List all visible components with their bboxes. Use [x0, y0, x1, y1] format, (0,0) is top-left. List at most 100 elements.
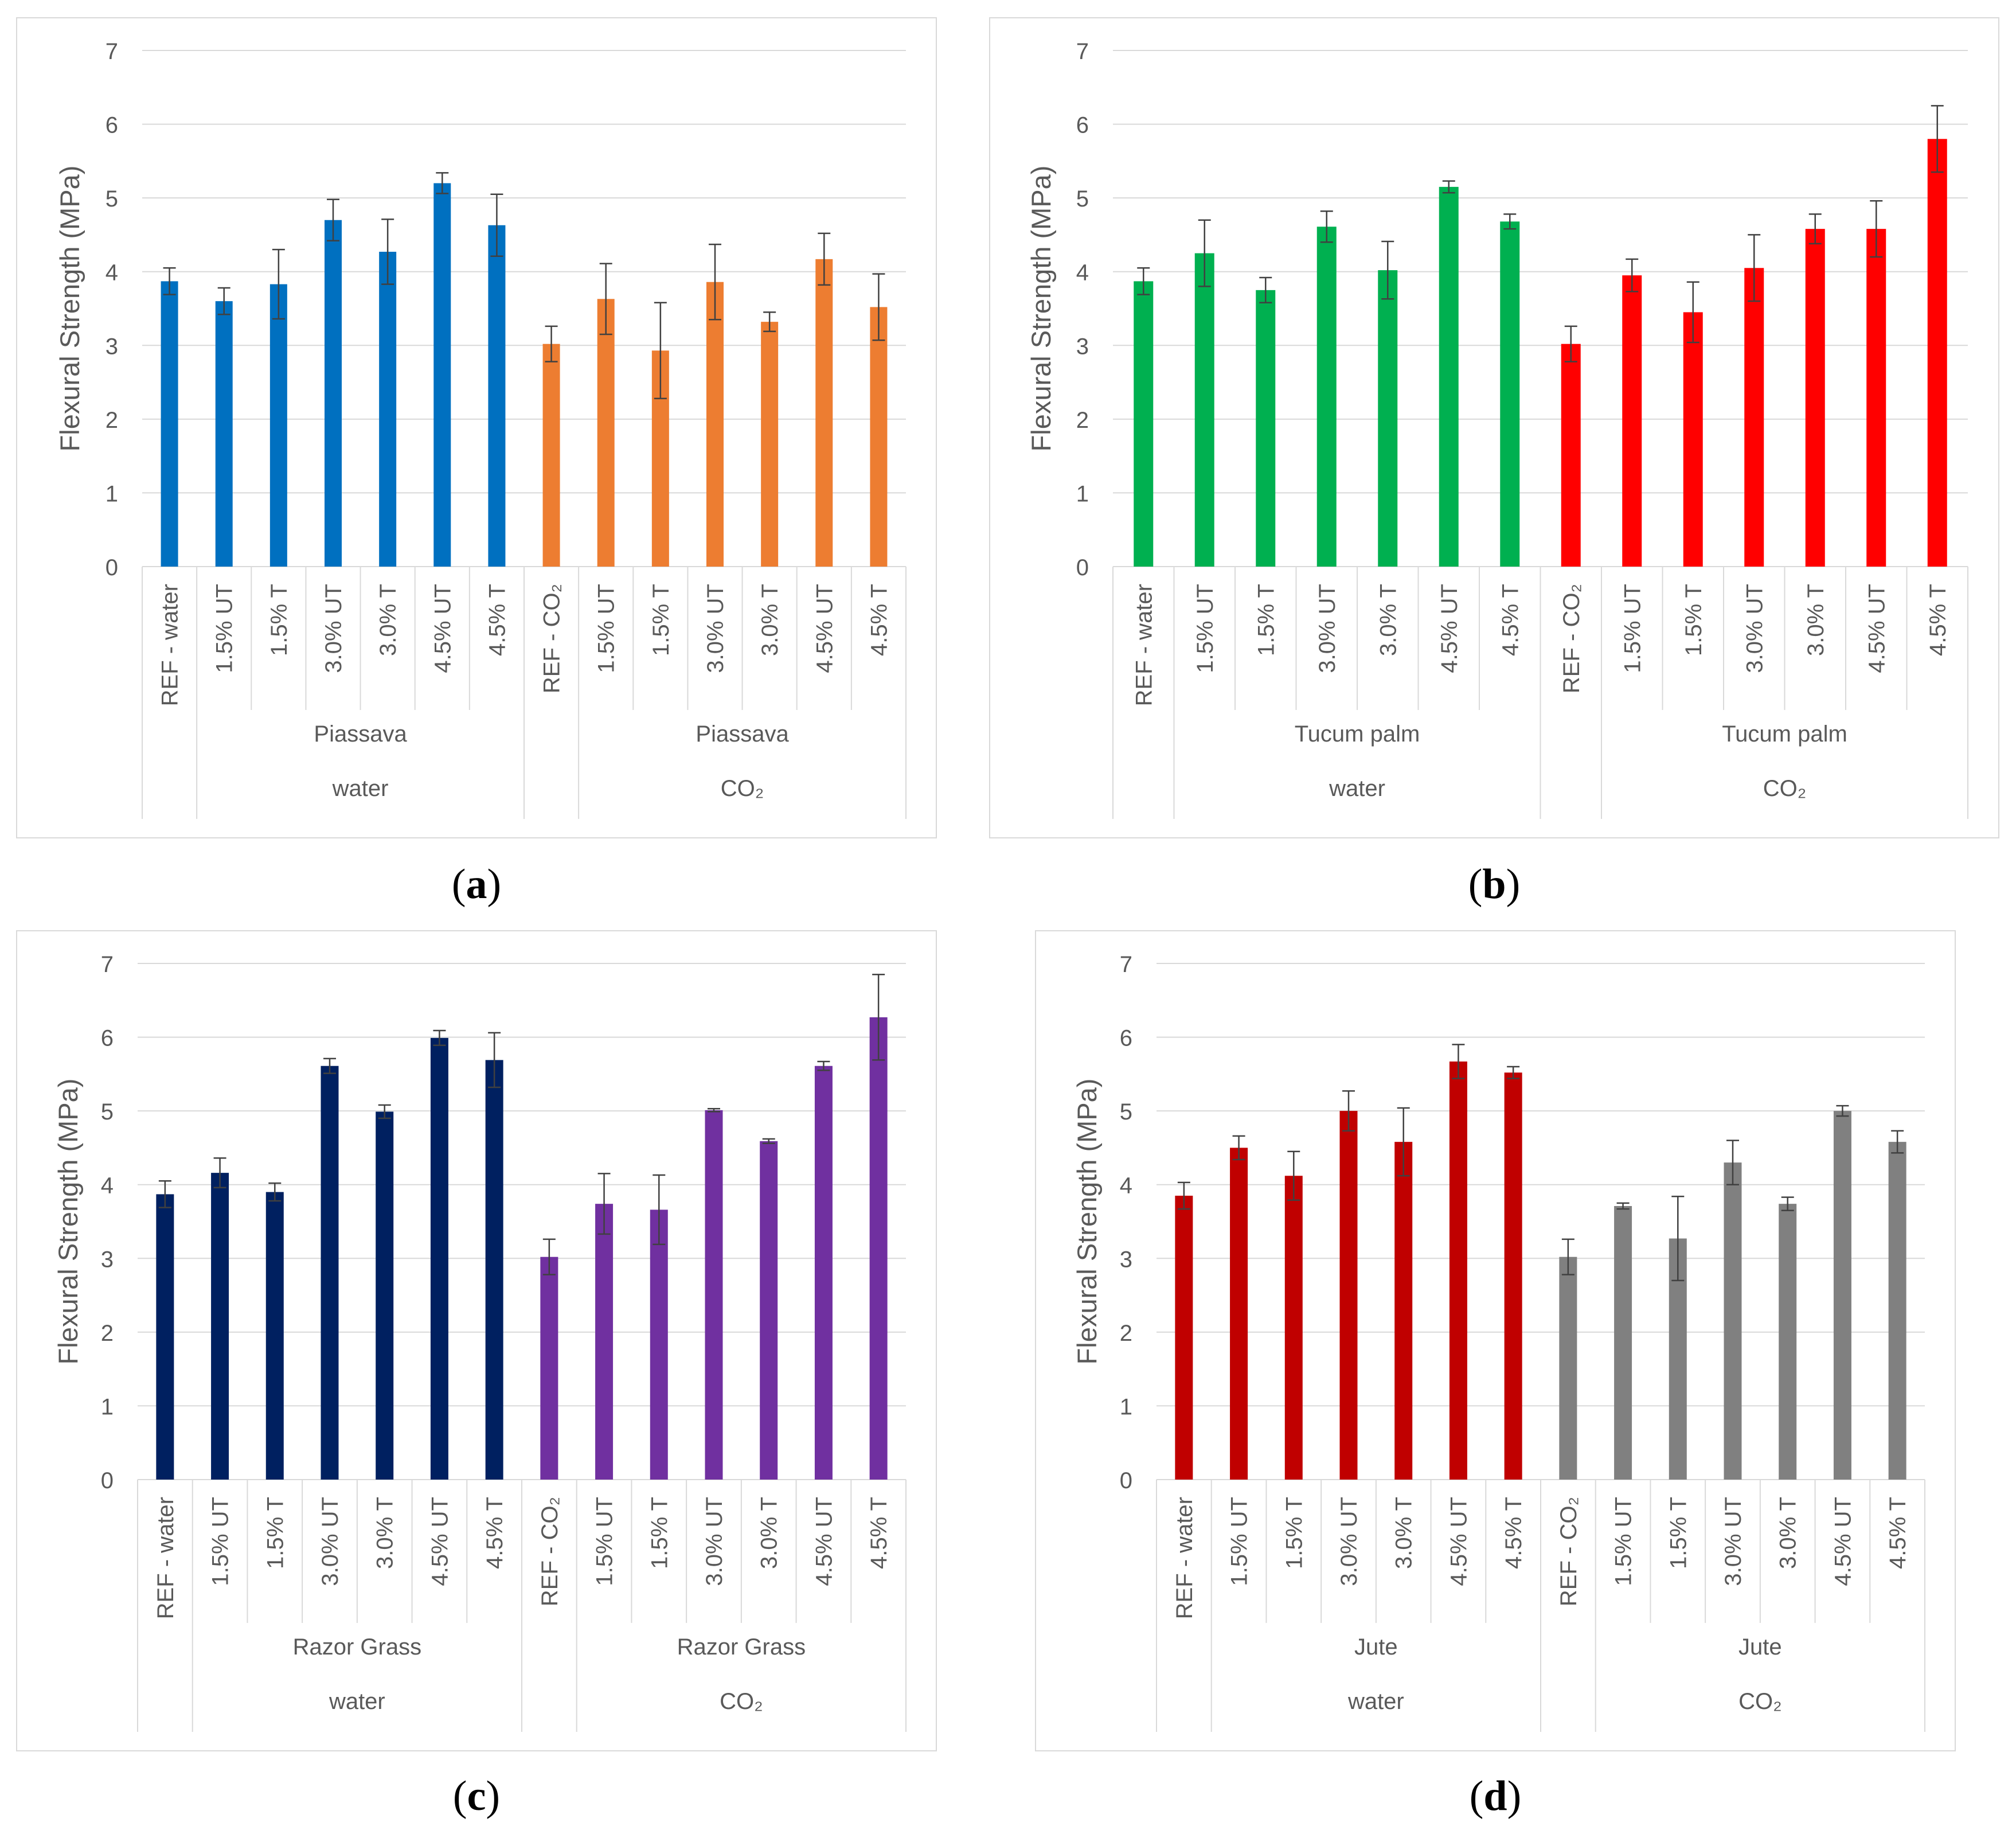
category-label: 4.5% UT [1830, 1497, 1855, 1586]
error-bar [1137, 267, 1150, 295]
bar [1805, 229, 1825, 567]
bar [1256, 290, 1276, 567]
bar [265, 1192, 284, 1480]
bar [325, 220, 342, 567]
category-label: 3.0% T [757, 1497, 782, 1569]
error-bar [599, 263, 612, 335]
category-label: REF - water [153, 1497, 178, 1619]
category-label: 1.5% T [1681, 584, 1706, 656]
bar [1230, 1148, 1248, 1480]
fiber-group-label: Jute [1354, 1634, 1398, 1660]
category-label: 1.5% UT [1620, 584, 1645, 673]
category-label: 4.5% UT [1437, 584, 1462, 673]
category-label: 4.5% UT [1864, 584, 1889, 673]
fiber-group-label: Jute [1738, 1634, 1782, 1660]
error-bar [217, 287, 230, 315]
y-tick-label: 2 [101, 1321, 114, 1346]
bar [1561, 344, 1581, 567]
error-bar [381, 218, 394, 285]
fiber-group-label: Tucum palm [1722, 721, 1847, 747]
bar [1449, 1062, 1467, 1480]
y-tick-label: 7 [1120, 952, 1132, 977]
error-bar [1442, 180, 1455, 194]
environment-group-label: water [332, 776, 389, 801]
error-bar [708, 1108, 720, 1113]
category-label: 3.0% UT [1337, 1497, 1362, 1586]
environment-group-label: water [1347, 1689, 1404, 1714]
chart-panel-a: 0 1 2 3 4 5 6 7 Flexural Strength (MPa) REF - wat… [16, 17, 937, 838]
bar [1394, 1142, 1413, 1480]
category-label: 4.5% T [866, 584, 892, 656]
y-tick-label: 2 [106, 408, 118, 433]
error-bar [709, 243, 721, 321]
error-bar [1198, 219, 1211, 287]
y-tick-label: 0 [101, 1468, 114, 1493]
bar [321, 1066, 339, 1480]
error-bar [1259, 276, 1272, 303]
category-label: 1.5% T [267, 584, 292, 656]
error-bar [378, 1104, 391, 1119]
fiber-group-label: Razor Grass [293, 1634, 422, 1660]
bar [156, 1194, 174, 1480]
category-label: 1.5% T [647, 1497, 672, 1569]
y-tick-label: 4 [1120, 1173, 1132, 1199]
caption-letter-a: a [466, 861, 487, 908]
error-bar [1671, 1196, 1685, 1282]
y-axis-label: Flexural Strength (MPa) [1026, 166, 1056, 452]
category-label: 3.0% T [1776, 1497, 1801, 1569]
chart-panel-b: 0 1 2 3 4 5 6 7 Flexural Strength (MPa) REF - wat… [989, 17, 1999, 838]
chart-panel-c: 0 1 2 3 4 5 6 7 Flexural Strength (MPa) REF - wat… [16, 930, 937, 1751]
bar [706, 282, 724, 567]
chart-panel-d: 0 1 2 3 4 5 6 7 Flexural Strength (MPa) REF - wat… [1035, 930, 1956, 1751]
caption-letter-c: c [467, 1773, 486, 1820]
chart-svg-a: 0 1 2 3 4 5 6 7 Flexural Strength (MPa) REF - wat… [54, 39, 907, 819]
y-tick-label: 6 [101, 1026, 114, 1051]
caption-letter-b: b [1482, 861, 1506, 908]
error-bar [1503, 213, 1517, 230]
error-bar [1836, 1105, 1849, 1117]
error-bar [1891, 1130, 1904, 1154]
bar [542, 344, 560, 567]
error-bar [818, 232, 831, 286]
chart-svg-c: 0 1 2 3 4 5 6 7 Flexural Strength (MPa) REF - wat… [53, 952, 907, 1732]
bar [870, 307, 888, 567]
error-bar [653, 1174, 666, 1246]
category-label: 4.5% T [485, 584, 510, 656]
error-bar [433, 1029, 446, 1046]
y-tick-label: 1 [106, 481, 118, 506]
caption-a: (a) [451, 861, 502, 908]
y-axis-label: Flexural Strength (MPa) [54, 166, 85, 452]
error-bar [817, 1060, 830, 1071]
category-label: 1.5% UT [1227, 1497, 1252, 1586]
y-tick-label: 3 [101, 1247, 114, 1272]
bar [1500, 221, 1520, 567]
environment-group-label: water [329, 1689, 385, 1714]
error-bar [158, 1180, 171, 1208]
y-tick-label: 5 [1120, 1099, 1132, 1125]
error-bar [1616, 1202, 1630, 1210]
category-label: 3.0% T [1376, 584, 1401, 656]
y-tick-label: 1 [101, 1394, 114, 1419]
bar [376, 1111, 394, 1480]
category-label: 3.0% UT [318, 1497, 343, 1586]
error-bar [1561, 1238, 1574, 1275]
bar [815, 259, 833, 567]
y-tick-label: 2 [1076, 408, 1089, 433]
bar [1614, 1206, 1632, 1480]
category-label: 4.5% UT [430, 584, 455, 673]
category-label: REF - CO₂ [1559, 584, 1584, 693]
error-bar [323, 1057, 336, 1074]
error-bar [488, 1032, 501, 1088]
y-tick-label: 1 [1120, 1394, 1132, 1419]
fiber-group-label: Piassava [314, 721, 407, 747]
category-label: 1.5% T [648, 584, 674, 656]
error-bar [1381, 240, 1394, 300]
bar [650, 1209, 668, 1480]
bar [1316, 227, 1337, 567]
error-bar [1397, 1107, 1410, 1177]
category-label: 1.5% T [1282, 1497, 1307, 1569]
bar [1622, 275, 1642, 567]
bar [595, 1204, 614, 1480]
bar [211, 1173, 229, 1480]
error-bar [1626, 258, 1639, 292]
